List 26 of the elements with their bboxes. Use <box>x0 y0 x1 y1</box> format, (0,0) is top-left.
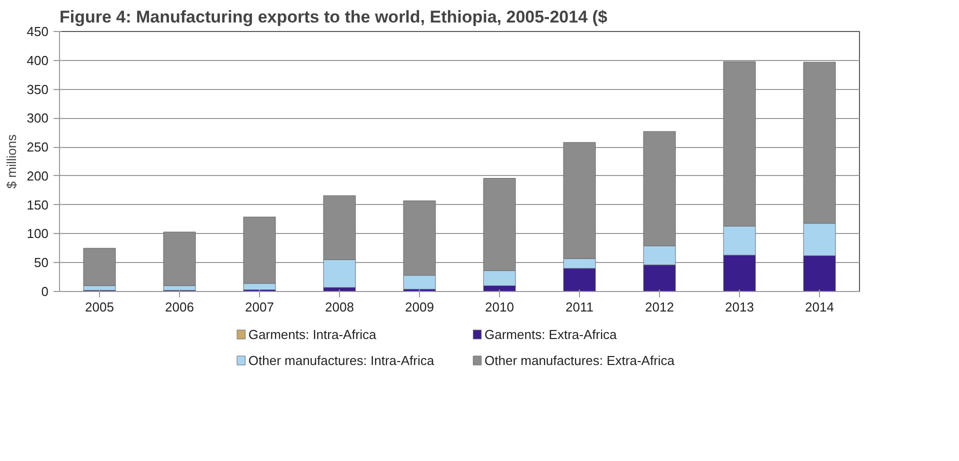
x-tick-label: 2011 <box>566 300 594 314</box>
y-tick-label: 400 <box>26 52 49 68</box>
chart-title: Figure 4: Manufacturing exports to the world, Ethiopia, 2005-2014 ($ <box>60 8 608 26</box>
legend-label: Other manufactures: Intra-Africa <box>248 353 435 368</box>
x-tick-label: 2005 <box>85 300 114 314</box>
x-tick-label: 2008 <box>325 300 354 314</box>
y-tick-label: 250 <box>26 140 49 155</box>
legend-label: Garments: Extra-Africa <box>484 327 618 342</box>
x-tick-label: 2010 <box>485 300 514 314</box>
y-tick-label: 200 <box>26 168 49 184</box>
legend-label: Garments: Intra-Africa <box>248 327 378 342</box>
y-tick-label: 150 <box>26 197 49 212</box>
y-tick-label: 50 <box>34 255 49 270</box>
x-tick-label: 2014 <box>805 300 834 314</box>
x-tick-label: 2007 <box>245 300 274 314</box>
x-tick-label: 2012 <box>645 300 674 314</box>
x-tick-label: 2006 <box>165 300 194 314</box>
legend-label: Other manufactures: Extra-Africa <box>484 353 676 368</box>
y-tick-label: 450 <box>26 24 49 39</box>
y-tick-label: 0 <box>41 284 49 299</box>
y-axis-title: $ millions <box>4 134 19 189</box>
y-tick-label: 300 <box>26 110 49 126</box>
y-tick-label: 100 <box>26 226 49 242</box>
y-tick-label: 350 <box>26 82 49 97</box>
x-tick-label: 2009 <box>405 300 434 314</box>
x-tick-label: 2013 <box>725 300 754 314</box>
